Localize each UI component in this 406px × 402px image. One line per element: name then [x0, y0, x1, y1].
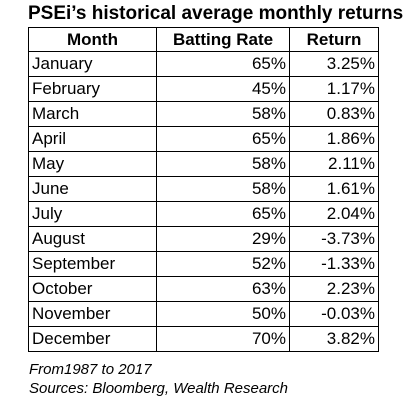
table-row: September 52% -1.33%	[28, 251, 379, 277]
cell-return: 0.83%	[289, 101, 379, 127]
cell-return: 2.04%	[289, 201, 379, 227]
cell-batting-rate: 70%	[156, 326, 290, 352]
table-row: February 45% 1.17%	[28, 76, 379, 102]
cell-month: August	[28, 226, 157, 252]
table-body: January 65% 3.25% February 45% 1.17% March 58% 0…	[28, 51, 379, 352]
cell-return: 2.11%	[289, 151, 379, 177]
cell-return: 2.23%	[289, 276, 379, 302]
table-row: October 63% 2.23%	[28, 276, 379, 302]
table-row: May 58% 2.11%	[28, 151, 379, 177]
header-return: Return	[289, 27, 379, 52]
cell-return: 1.17%	[289, 76, 379, 102]
table-row: June 58% 1.61%	[28, 176, 379, 202]
cell-return: -1.33%	[289, 251, 379, 277]
cell-month: September	[28, 251, 157, 277]
cell-batting-rate: 63%	[156, 276, 290, 302]
period-note: From1987 to 2017	[29, 361, 152, 378]
table-row: November 50% -0.03%	[28, 301, 379, 327]
cell-month: April	[28, 126, 157, 152]
returns-table: Month Batting Rate Return January 65% 3.25…	[28, 27, 379, 352]
cell-batting-rate: 52%	[156, 251, 290, 277]
cell-batting-rate: 58%	[156, 176, 290, 202]
cell-return: -0.03%	[289, 301, 379, 327]
header-batting-rate: Batting Rate	[156, 27, 290, 52]
cell-month: November	[28, 301, 157, 327]
cell-batting-rate: 29%	[156, 226, 290, 252]
cell-month: March	[28, 101, 157, 127]
cell-month: June	[28, 176, 157, 202]
cell-return: 3.25%	[289, 51, 379, 77]
cell-month: December	[28, 326, 157, 352]
cell-batting-rate: 58%	[156, 151, 290, 177]
footnotes: From1987 to 2017 Sources: Bloomberg, Wea…	[29, 360, 288, 398]
sources-note: Sources: Bloomberg, Wealth Research	[29, 380, 289, 397]
table-row: December 70% 3.82%	[28, 326, 379, 352]
table-row: July 65% 2.04%	[28, 201, 379, 227]
cell-return: 1.61%	[289, 176, 379, 202]
cell-return: 3.82%	[289, 326, 379, 352]
cell-batting-rate: 65%	[156, 51, 290, 77]
table-row: August 29% -3.73%	[28, 226, 379, 252]
cell-return: -3.73%	[289, 226, 379, 252]
cell-batting-rate: 45%	[156, 76, 290, 102]
cell-month: October	[28, 276, 157, 302]
cell-batting-rate: 58%	[156, 101, 290, 127]
cell-batting-rate: 50%	[156, 301, 290, 327]
header-month: Month	[28, 27, 157, 52]
cell-month: January	[28, 51, 157, 77]
cell-batting-rate: 65%	[156, 201, 290, 227]
table-title: PSEi’s historical average monthly return…	[28, 3, 404, 24]
table-row: April 65% 1.86%	[28, 126, 379, 152]
table-row: January 65% 3.25%	[28, 51, 379, 77]
cell-month: May	[28, 151, 157, 177]
table-row: March 58% 0.83%	[28, 101, 379, 127]
table-header-row: Month Batting Rate Return	[28, 27, 379, 52]
cell-month: February	[28, 76, 157, 102]
cell-month: July	[28, 201, 157, 227]
cell-return: 1.86%	[289, 126, 379, 152]
cell-batting-rate: 65%	[156, 126, 290, 152]
